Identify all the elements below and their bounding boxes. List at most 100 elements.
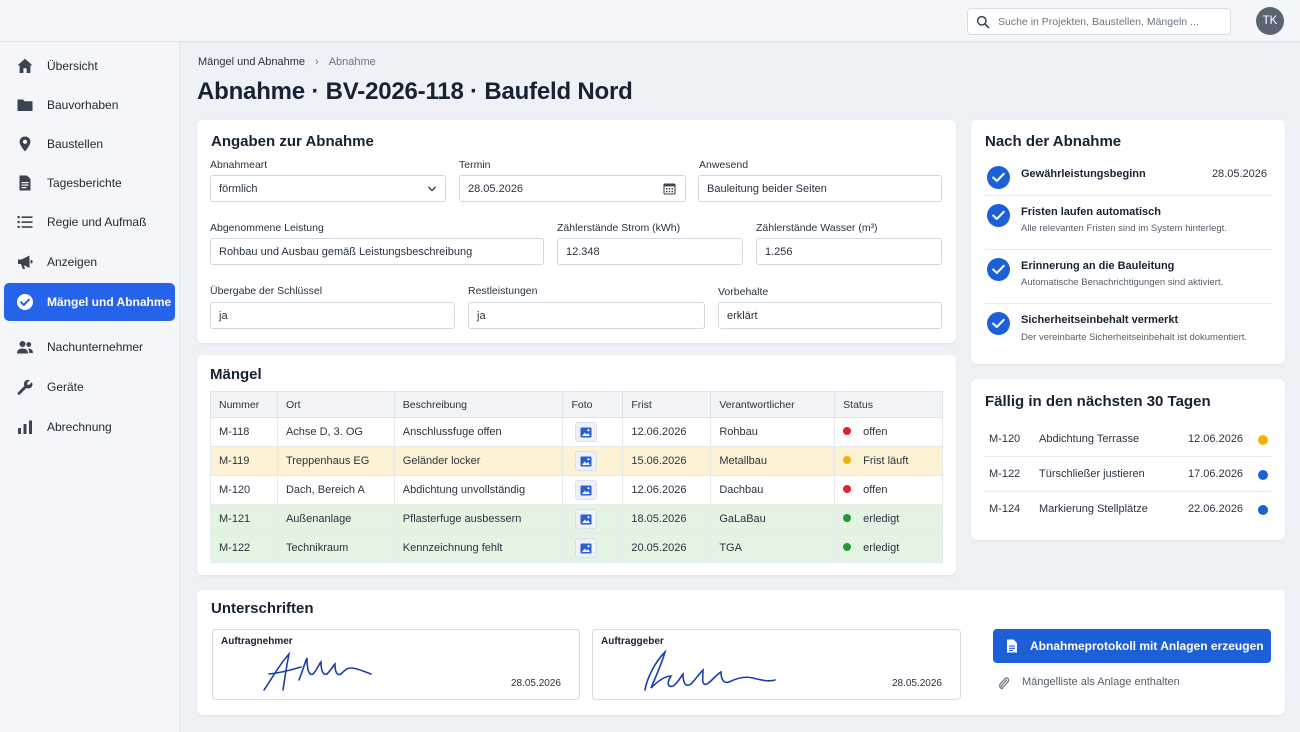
divider bbox=[985, 491, 1273, 492]
defect-location: Treppenhaus EG bbox=[276, 446, 395, 476]
image-icon[interactable] bbox=[575, 509, 598, 529]
folder-icon bbox=[16, 96, 34, 114]
defect-photo-cell bbox=[562, 504, 624, 534]
table-row[interactable]: M-122 Technikraum Kennzeichnung fehlt 20.05… bbox=[210, 533, 943, 563]
defect-status: Frist läuft bbox=[834, 446, 943, 476]
defect-location: Dach, Bereich A bbox=[276, 475, 395, 505]
defect-number: M-118 bbox=[210, 417, 278, 447]
sidebar-item-abrechnung[interactable]: Abrechnung bbox=[4, 408, 175, 446]
client-signature-field[interactable]: Auftraggeber 28.05.2026 bbox=[592, 629, 961, 700]
breadcrumb-parent-link[interactable]: Mängel und Abnahme bbox=[198, 56, 306, 68]
search-input[interactable] bbox=[998, 13, 1223, 31]
column-header[interactable]: Frist bbox=[622, 391, 712, 418]
due-item[interactable]: M-122 Türschließer justieren 17.06.2026 bbox=[971, 456, 1285, 491]
abnahmeart-select[interactable]: förmlich bbox=[210, 175, 446, 202]
due-status-dot bbox=[1258, 435, 1268, 445]
user-avatar[interactable]: TK bbox=[1256, 7, 1284, 35]
sidebar-item-baustellen[interactable]: Baustellen bbox=[4, 125, 175, 163]
restleistungen-value: ja bbox=[477, 310, 486, 322]
strom-field[interactable]: 12.348 bbox=[557, 238, 743, 265]
vorbehalte-value: erklärt bbox=[727, 310, 758, 322]
calendar-icon[interactable] bbox=[663, 182, 676, 195]
page-title: Abnahme · BV-2026-118 · Baufeld Nord bbox=[197, 78, 633, 105]
wasser-field[interactable]: 1.256 bbox=[756, 238, 942, 265]
sidebar-item-label: Anzeigen bbox=[47, 255, 98, 269]
defect-location: Außenanlage bbox=[276, 504, 395, 534]
sidebar-item-regie[interactable]: Regie und Aufmaß bbox=[4, 203, 175, 241]
image-icon[interactable] bbox=[575, 422, 598, 442]
table-row[interactable]: M-118 Achse D, 3. OG Anschlussfuge offen 12… bbox=[210, 417, 943, 447]
defect-location: Achse D, 3. OG bbox=[276, 417, 395, 447]
abnahmeart-label: Abnahmeart bbox=[210, 159, 268, 171]
defect-description: Pflasterfuge ausbessern bbox=[393, 504, 564, 534]
after-item: Sicherheitseinbehalt vermerkt Der verein… bbox=[985, 311, 1273, 351]
after-item: Fristen laufen automatisch Alle relevant… bbox=[985, 203, 1273, 243]
column-header[interactable]: Beschreibung bbox=[393, 391, 564, 418]
sidebar-item-label: Geräte bbox=[47, 380, 84, 394]
check-circle-icon bbox=[987, 166, 1010, 189]
top-bar: TK bbox=[0, 0, 1300, 42]
image-icon[interactable] bbox=[575, 451, 598, 471]
sidebar-item-tagesberichte[interactable]: Tagesberichte bbox=[4, 164, 175, 202]
signatures-title: Unterschriften bbox=[211, 600, 314, 617]
due-item[interactable]: M-124 Markierung Stellplätze 22.06.2026 bbox=[971, 491, 1285, 526]
due-item-description: Markierung Stellplätze bbox=[1039, 503, 1148, 515]
sidebar-item-label: Tagesberichte bbox=[47, 176, 122, 190]
image-icon[interactable] bbox=[575, 480, 598, 500]
due-item-id: M-122 bbox=[989, 468, 1021, 480]
defect-status: erledigt bbox=[834, 504, 943, 534]
restleistungen-label: Restleistungen bbox=[468, 285, 538, 297]
anwesend-field[interactable]: Bauleitung beider Seiten bbox=[698, 175, 942, 202]
generate-protocol-label: Abnahmeprotokoll mit Anlagen erzeugen bbox=[1030, 639, 1264, 653]
due-item[interactable]: M-120 Abdichtung Terrasse 12.06.2026 bbox=[971, 421, 1285, 456]
sidebar-item-nachunternehmer[interactable]: Nachunternehmer bbox=[4, 328, 175, 366]
defect-status: offen bbox=[834, 475, 943, 505]
table-row[interactable]: M-119 Treppenhaus EG Geländer locker 15.06.… bbox=[210, 446, 943, 476]
vorbehalte-field[interactable]: erklärt bbox=[718, 302, 942, 329]
column-header[interactable]: Nummer bbox=[210, 391, 278, 418]
defect-number: M-119 bbox=[210, 446, 278, 476]
column-header[interactable]: Foto bbox=[562, 391, 624, 418]
sidebar-item-maengel-abnahme[interactable]: Mängel und Abnahme bbox=[4, 283, 175, 321]
sidebar-item-label: Bauvorhaben bbox=[47, 98, 119, 112]
check-circle-icon bbox=[16, 293, 34, 311]
generate-protocol-button[interactable]: Abnahmeprotokoll mit Anlagen erzeugen bbox=[993, 629, 1271, 663]
termin-date-field[interactable]: 28.05.2026 bbox=[459, 175, 686, 202]
status-dot-icon bbox=[843, 427, 852, 436]
contractor-signature-field[interactable]: Auftragnehmer 28.05.2026 bbox=[212, 629, 580, 700]
defect-description: Kennzeichnung fehlt bbox=[393, 533, 564, 563]
due-item-description: Abdichtung Terrasse bbox=[1039, 433, 1140, 445]
wasser-value: 1.256 bbox=[765, 246, 793, 258]
strom-value: 12.348 bbox=[566, 246, 600, 258]
sidebar-item-anzeigen[interactable]: Anzeigen bbox=[4, 243, 175, 281]
status-label: Frist läuft bbox=[863, 455, 909, 467]
sidebar-item-label: Abrechnung bbox=[47, 420, 112, 434]
defect-responsible: GaLaBau bbox=[710, 504, 836, 534]
after-item-subtitle: Der vereinbarte Sicherheitseinbehalt ist… bbox=[1021, 332, 1248, 343]
column-header[interactable]: Ort bbox=[276, 391, 395, 418]
after-acceptance-card: Nach der Abnahme bbox=[971, 120, 1285, 364]
restleistungen-field[interactable]: ja bbox=[468, 302, 705, 329]
schluessel-field[interactable]: ja bbox=[210, 302, 455, 329]
sidebar-item-bauvorhaben[interactable]: Bauvorhaben bbox=[4, 86, 175, 124]
table-row[interactable]: M-120 Dach, Bereich A Abdichtung unvollstä… bbox=[210, 475, 943, 505]
breadcrumb-separator-icon: › bbox=[315, 56, 319, 68]
column-header[interactable]: Status bbox=[834, 391, 943, 418]
column-header[interactable]: Verantwortlicher bbox=[710, 391, 836, 418]
search-box[interactable] bbox=[967, 8, 1231, 35]
image-icon[interactable] bbox=[575, 538, 598, 558]
attachment-note-label: Mängelliste als Anlage enthalten bbox=[1022, 676, 1180, 688]
document-icon bbox=[1006, 639, 1018, 653]
sidebar-item-geraete[interactable]: Geräte bbox=[4, 368, 175, 406]
sidebar-item-label: Mängel und Abnahme bbox=[47, 295, 172, 309]
defect-responsible: TGA bbox=[710, 533, 836, 563]
contractor-signature-date: 28.05.2026 bbox=[510, 678, 561, 689]
due-item-id: M-120 bbox=[989, 433, 1021, 445]
table-row[interactable]: M-121 Außenanlage Pflasterfuge ausbessern 1… bbox=[210, 504, 943, 534]
megaphone-icon bbox=[16, 253, 34, 271]
sidebar-item-uebersicht[interactable]: Übersicht bbox=[4, 47, 175, 85]
leistung-field[interactable]: Rohbau und Ausbau gemäß Leistungsbeschre… bbox=[210, 238, 544, 265]
after-item-title: Sicherheitseinbehalt vermerkt bbox=[1021, 314, 1179, 326]
defect-status: erledigt bbox=[834, 533, 943, 563]
defect-responsible: Metallbau bbox=[710, 446, 836, 476]
